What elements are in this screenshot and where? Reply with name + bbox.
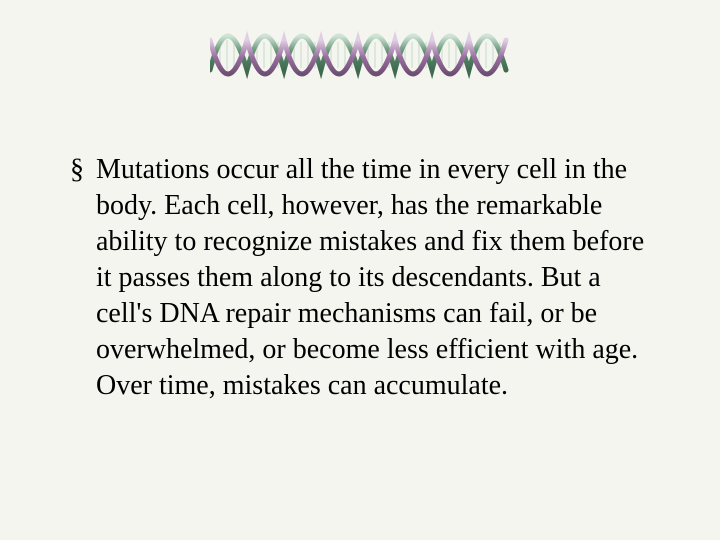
bullet-glyph: §	[70, 152, 96, 188]
list-item-text: Mutations occur all the time in every ce…	[96, 152, 660, 404]
list-item: § Mutations occur all the time in every …	[70, 152, 660, 404]
dna-graphic-container	[0, 30, 720, 85]
dna-helix-icon	[210, 30, 510, 80]
slide: § Mutations occur all the time in every …	[0, 0, 720, 540]
body-text-area: § Mutations occur all the time in every …	[70, 152, 660, 404]
